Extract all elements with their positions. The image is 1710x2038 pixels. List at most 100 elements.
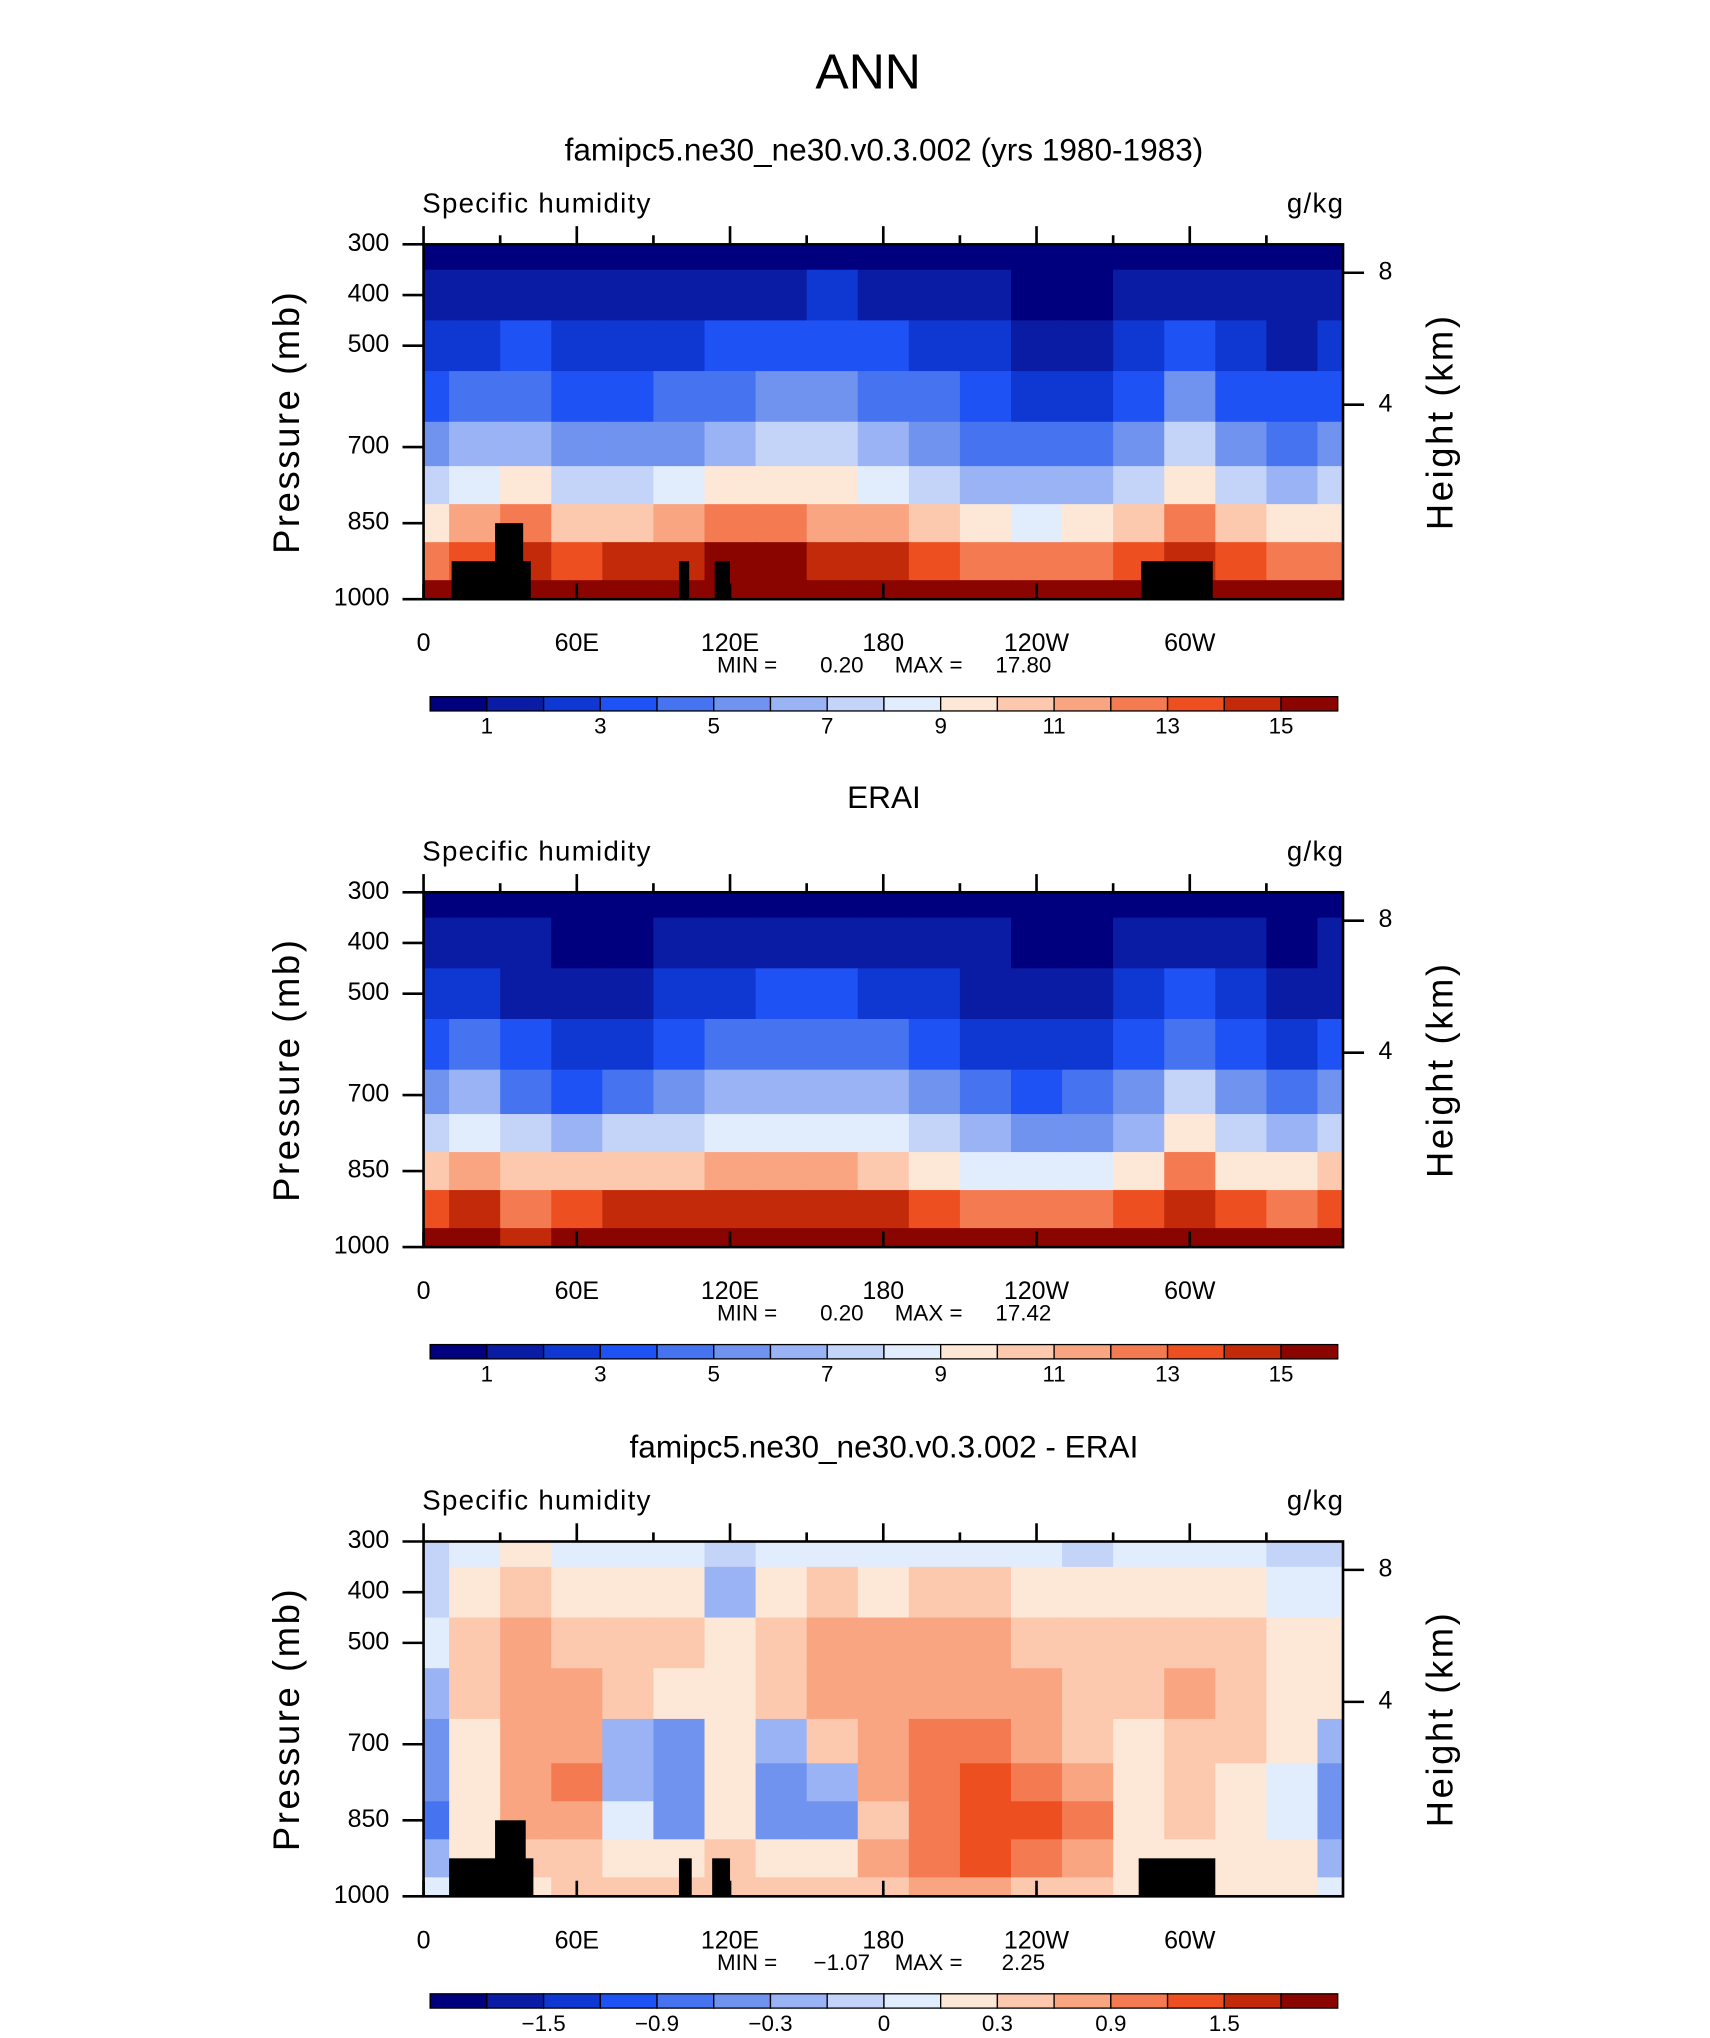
x-tick-label: 60E	[555, 1278, 599, 1305]
contour-cell	[1113, 1541, 1166, 1568]
contour-cell	[857, 421, 910, 467]
contour-cell	[449, 892, 501, 919]
x-tick-label: 60W	[1164, 630, 1216, 657]
contour-cell	[806, 1190, 859, 1229]
contour-cell	[1164, 1801, 1217, 1841]
contour-cell	[1113, 1069, 1166, 1115]
contour-cell	[755, 1566, 808, 1619]
colorbar-box	[826, 696, 885, 712]
colorbar-box	[769, 1993, 828, 2009]
colorbar-label: 1.5	[1209, 2011, 1240, 2036]
contour-cell	[551, 1019, 604, 1071]
contour-cell	[449, 1069, 501, 1115]
contour-cell	[423, 580, 450, 600]
contour-cell	[449, 244, 501, 271]
colorbar-box	[883, 696, 942, 712]
contour-cell	[908, 968, 961, 1020]
contour-cell	[1317, 917, 1344, 970]
contour-cell	[908, 466, 961, 505]
colorbar-box	[599, 696, 658, 712]
y2-tick-label: 8	[1379, 258, 1393, 285]
contour-cell	[806, 1152, 859, 1191]
contour-cell	[1010, 1801, 1063, 1841]
contour-cell	[1266, 1668, 1319, 1720]
contour-cell	[500, 371, 553, 423]
contour-cell	[423, 421, 450, 467]
contour-cell	[1266, 421, 1319, 467]
contour-cell	[1010, 1566, 1063, 1619]
contour-cell	[449, 421, 501, 467]
contour-cell	[908, 1718, 961, 1765]
contour-cell	[704, 968, 757, 1020]
colorbar-box	[1166, 1993, 1225, 2009]
contour-cell	[551, 1801, 604, 1841]
contour-cell	[551, 371, 604, 423]
contour-cell	[423, 1190, 450, 1229]
y-tick-label: 400	[348, 281, 390, 308]
contour-cell	[602, 320, 655, 372]
y2-tick-label: 4	[1379, 1688, 1393, 1715]
contour-cell	[1266, 371, 1319, 423]
contour-cell	[602, 1877, 655, 1898]
contour-cell	[1317, 466, 1344, 505]
contour-cell	[704, 1541, 757, 1568]
contour-cell	[1062, 504, 1114, 543]
contour-cell	[500, 1617, 553, 1670]
y-tick-label: 300	[348, 1527, 390, 1554]
y2-tick-label: 4	[1379, 1038, 1393, 1065]
x-tick-label: 0	[417, 630, 431, 657]
contour-cell	[857, 1019, 910, 1071]
contour-cell	[755, 269, 808, 322]
contour-cell	[1164, 1019, 1217, 1071]
contour-cell	[500, 1228, 553, 1248]
contour-cell	[755, 542, 808, 581]
contour-cell	[602, 892, 655, 919]
contour-cell	[1317, 1190, 1344, 1229]
contour-cell	[500, 244, 553, 271]
contour-cell	[908, 1152, 961, 1191]
contour-cell	[755, 1801, 808, 1841]
contour-cell	[1215, 1566, 1268, 1619]
contour-cell	[449, 1228, 501, 1248]
contour-cell	[602, 1617, 655, 1670]
contour-cell	[653, 504, 706, 543]
max-text: MAX =	[895, 1950, 963, 1975]
colorbar-box	[486, 1343, 545, 1360]
contour-cell	[653, 244, 706, 271]
contour-cell	[959, 1839, 1012, 1879]
contour-cell	[1062, 1801, 1114, 1841]
colorbar-box	[429, 1343, 488, 1360]
contour-cell	[1113, 1718, 1166, 1765]
contour-cell	[1317, 504, 1344, 543]
contour-cell	[449, 1190, 501, 1229]
x-tick-label: 120W	[1004, 1927, 1070, 1954]
contour-cell	[1266, 1228, 1319, 1248]
contour-cell	[500, 917, 553, 970]
contour-cell	[1215, 1877, 1268, 1898]
contour-cell	[602, 968, 655, 1020]
contour-cell	[908, 1541, 961, 1568]
contour-cell	[755, 371, 808, 423]
contour-cell	[959, 1801, 1012, 1841]
contour-cell	[1317, 1114, 1344, 1153]
contour-cell	[653, 466, 706, 505]
topography-mask	[678, 1858, 692, 1897]
contour-cell	[1317, 1877, 1344, 1898]
contour-cell	[653, 892, 706, 919]
contour-cell	[704, 371, 757, 423]
right-label: g/kg	[1287, 188, 1344, 219]
contour-cell	[1317, 1718, 1344, 1765]
contour-cell	[449, 917, 501, 970]
min-value: −1.07	[814, 1950, 871, 1975]
contour-cell	[1164, 1617, 1217, 1670]
topography-mask	[714, 561, 731, 600]
contour-cell	[449, 1541, 501, 1568]
contour-cell	[1317, 371, 1344, 423]
contour-cell	[1010, 269, 1063, 322]
contour-cell	[857, 1617, 910, 1670]
contour-cell	[1062, 421, 1114, 467]
colorbar-label: −1.5	[522, 2011, 566, 2036]
contour-cell	[1266, 244, 1319, 271]
contour-cell	[959, 244, 1012, 271]
